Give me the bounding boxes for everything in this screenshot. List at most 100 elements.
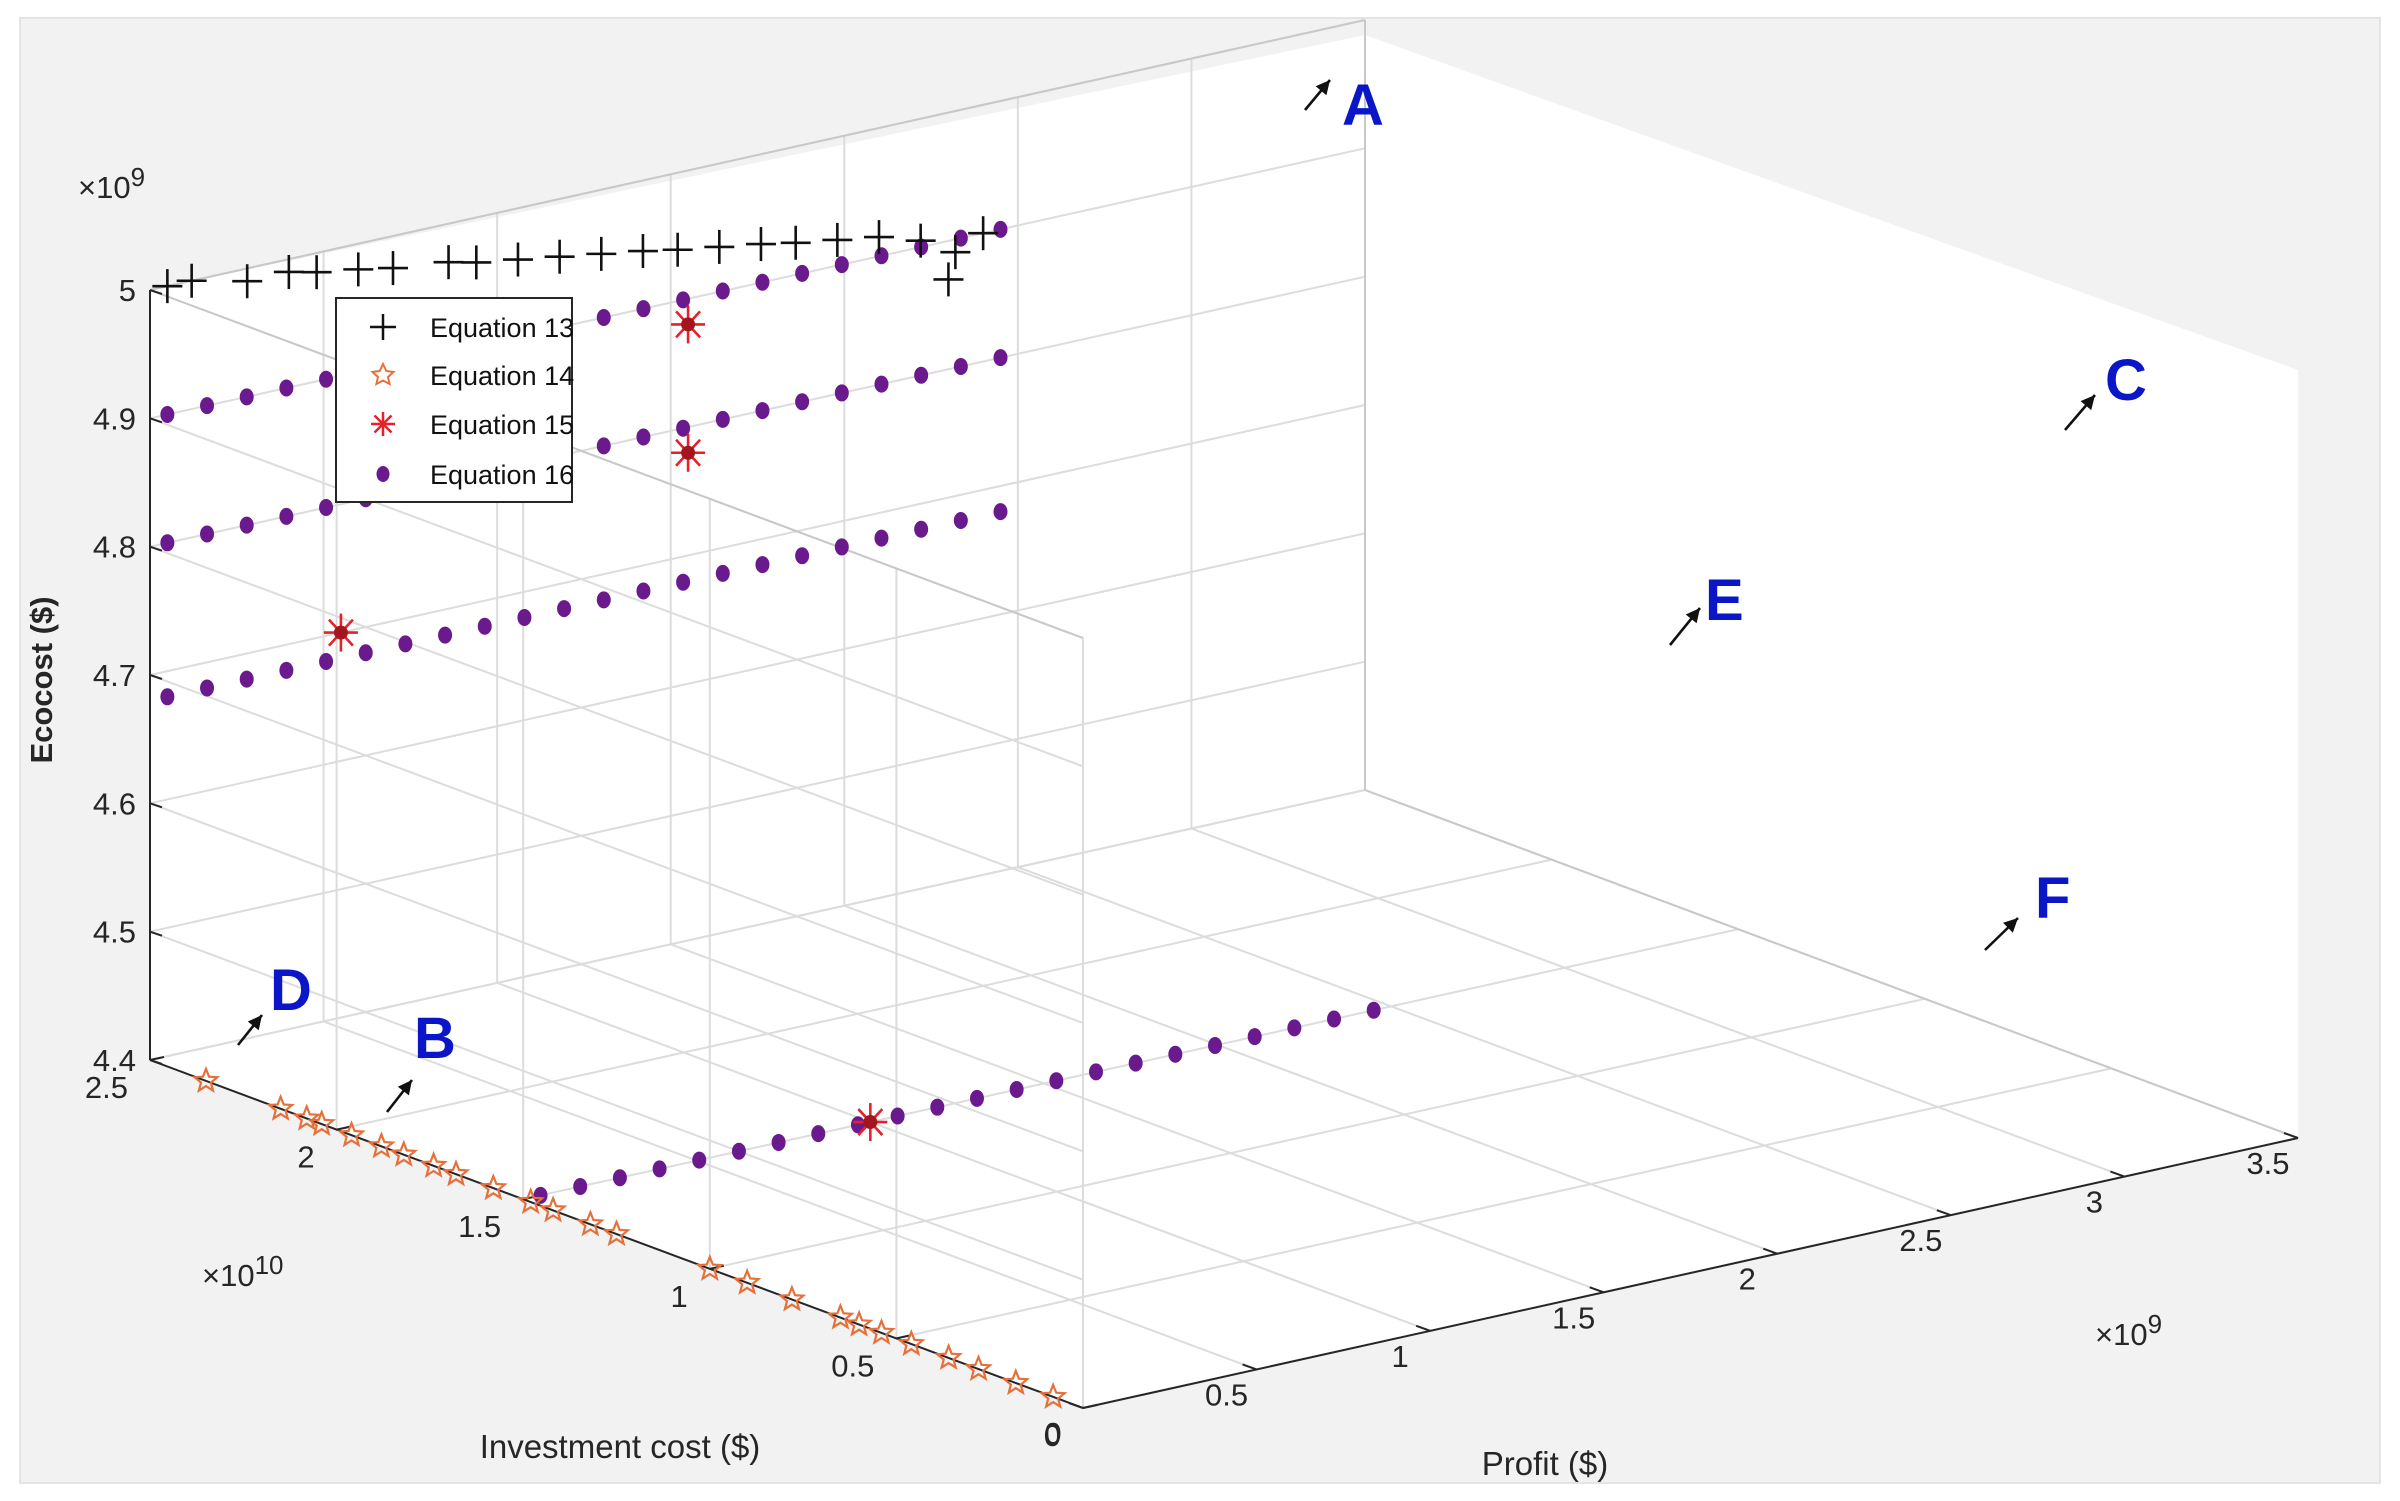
x-tick-label: 3 bbox=[2086, 1185, 2103, 1220]
dot-marker bbox=[834, 384, 849, 402]
dot-marker bbox=[279, 661, 294, 679]
dot-marker bbox=[160, 534, 175, 552]
star-marker bbox=[266, 1093, 295, 1121]
x-tick-label: 0.5 bbox=[1205, 1377, 1248, 1412]
plus-marker bbox=[301, 255, 332, 290]
star-marker bbox=[897, 1328, 926, 1357]
z-tick-label: 4.4 bbox=[93, 1043, 136, 1078]
annotations: A B C D E F bbox=[236, 73, 2147, 1113]
plus-marker bbox=[586, 236, 617, 271]
plus-marker bbox=[461, 245, 492, 280]
x-axis-label: Profit ($) bbox=[1482, 1445, 1609, 1482]
dot-marker bbox=[239, 670, 254, 688]
dot-marker bbox=[160, 688, 175, 706]
annotation-label: C bbox=[2105, 348, 2147, 413]
dot-marker bbox=[715, 410, 730, 428]
x-tick-label: 1 bbox=[1392, 1339, 1409, 1374]
plus-marker bbox=[232, 264, 263, 299]
dot-marker bbox=[850, 1116, 865, 1134]
dot-marker bbox=[398, 635, 413, 653]
dot-marker bbox=[636, 300, 651, 318]
dot-marker bbox=[1287, 1019, 1302, 1037]
legend-label: Equation 15 bbox=[430, 410, 574, 440]
y-tick-label: 2.5 bbox=[85, 1070, 128, 1105]
dot-marker bbox=[993, 220, 1008, 238]
dot-marker bbox=[731, 1142, 746, 1160]
dot-marker bbox=[200, 397, 215, 415]
star-marker bbox=[576, 1209, 605, 1237]
dot-marker bbox=[557, 600, 572, 618]
z-exponent-label: ×109 bbox=[78, 162, 145, 205]
dot-marker bbox=[874, 247, 889, 265]
dot-marker bbox=[692, 1151, 707, 1169]
z-tick-label: 4.9 bbox=[93, 401, 136, 436]
star-marker bbox=[695, 1253, 725, 1281]
z-axis-label: Ecocost ($) bbox=[24, 596, 59, 763]
dot-marker bbox=[160, 405, 175, 423]
asterisk-marker bbox=[671, 305, 706, 344]
arrow-head-icon bbox=[2080, 395, 2095, 411]
dot-marker bbox=[834, 256, 849, 274]
plus-marker bbox=[433, 245, 464, 280]
dot-marker bbox=[596, 437, 611, 455]
dot-marker bbox=[795, 393, 810, 411]
dot-marker bbox=[676, 573, 691, 591]
asterisk-marker bbox=[671, 433, 706, 472]
plus-marker bbox=[745, 227, 776, 262]
asterisk-marker-icon bbox=[371, 412, 395, 436]
dot-marker bbox=[612, 1169, 627, 1187]
plus-marker-icon bbox=[370, 314, 396, 340]
plus-marker bbox=[343, 252, 374, 287]
x-exponent-label: ×109 bbox=[2095, 1309, 2162, 1352]
dot-marker bbox=[874, 375, 889, 393]
dot-marker bbox=[1247, 1028, 1262, 1046]
annotation-b: B bbox=[385, 1006, 456, 1113]
annotation-f: F bbox=[1984, 866, 2070, 951]
annotation-label: E bbox=[1705, 568, 1744, 633]
star-marker bbox=[292, 1103, 322, 1131]
annotation-label: D bbox=[270, 958, 312, 1023]
dot-marker bbox=[1088, 1063, 1103, 1081]
star-marker bbox=[934, 1342, 963, 1371]
annotation-e: E bbox=[1668, 568, 1744, 646]
x-tick-label: 1.5 bbox=[1552, 1300, 1595, 1335]
dot-marker bbox=[1168, 1045, 1183, 1063]
x-tick-label: 3.5 bbox=[2246, 1146, 2289, 1181]
star-marker-icon bbox=[370, 361, 396, 386]
dot-marker bbox=[993, 503, 1008, 521]
dot-marker bbox=[715, 282, 730, 300]
dot-marker bbox=[914, 520, 929, 538]
dot-marker bbox=[676, 419, 691, 437]
z-tick-label: 4.7 bbox=[93, 658, 136, 693]
plus-marker bbox=[627, 234, 658, 269]
dot-marker bbox=[239, 388, 254, 406]
dot-marker bbox=[279, 379, 294, 397]
star-marker bbox=[732, 1267, 762, 1295]
z-tick-label: 4.5 bbox=[93, 915, 136, 950]
dot-marker bbox=[477, 617, 492, 635]
legend-box bbox=[335, 297, 573, 503]
y-tick-label: 0.5 bbox=[831, 1348, 874, 1383]
arrow-head-icon bbox=[1685, 608, 1700, 624]
z-tick-label: 4.8 bbox=[93, 530, 136, 565]
dot-marker bbox=[652, 1160, 667, 1178]
star-marker bbox=[1001, 1367, 1031, 1396]
star-marker bbox=[389, 1139, 419, 1167]
dot-marker bbox=[874, 529, 889, 547]
plus-marker bbox=[273, 254, 304, 289]
legend-label: Equation 13 bbox=[430, 313, 574, 343]
dot-marker bbox=[573, 1178, 588, 1196]
dot-marker bbox=[914, 366, 929, 384]
dot-marker bbox=[319, 653, 334, 671]
y-tick-label: 1.5 bbox=[458, 1209, 501, 1244]
annotation-label: B bbox=[414, 1006, 456, 1071]
asterisk-marker bbox=[853, 1103, 888, 1142]
plus-marker bbox=[176, 263, 207, 298]
plus-marker bbox=[940, 235, 971, 270]
dot-marker bbox=[279, 507, 294, 525]
plus-marker bbox=[822, 222, 853, 257]
arrow-head-icon bbox=[247, 1015, 262, 1031]
annotation-label: F bbox=[2035, 866, 2070, 931]
y-exponent-label: ×1010 bbox=[202, 1250, 284, 1293]
